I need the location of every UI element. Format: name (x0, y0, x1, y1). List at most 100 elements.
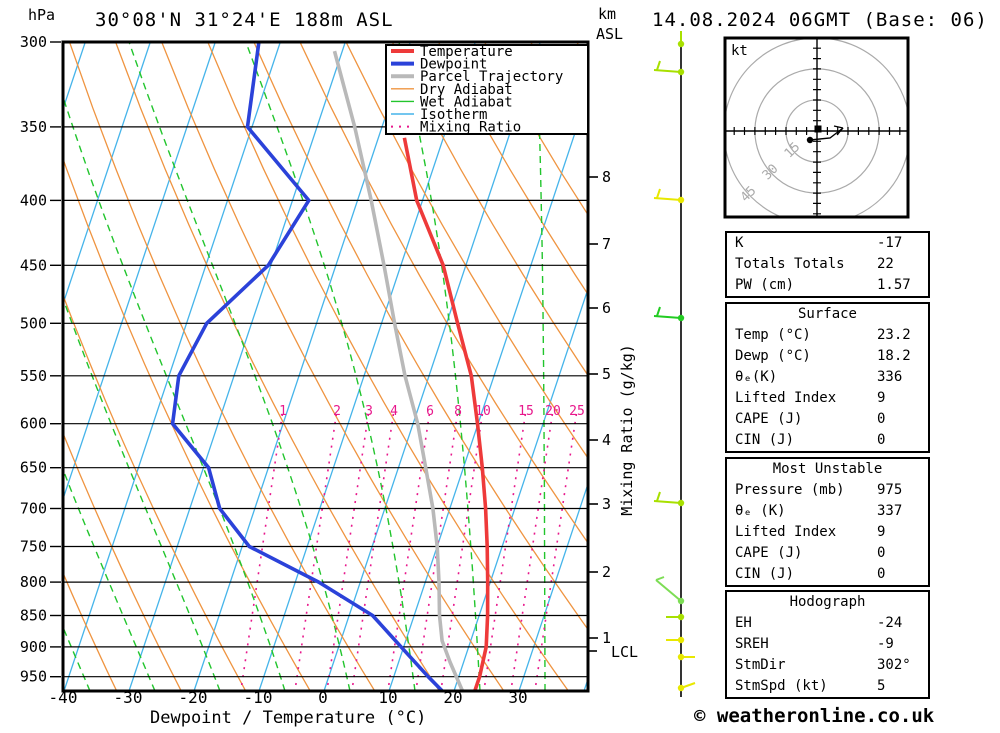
wet-adiabat-line (63, 95, 286, 691)
mixing-ratio-label: 20 (545, 404, 561, 419)
mixing-ratio-line (534, 413, 578, 691)
panel-row-label: StmDir (735, 657, 786, 673)
panel-row: CIN (J) 0 (727, 430, 928, 451)
mixing-ratio-label: 2 (333, 404, 341, 419)
dry-adiabat-line (299, 42, 588, 544)
pressure-tick-label: 700 (20, 500, 47, 518)
mixing-ratio-line (483, 413, 527, 691)
x-tick-label: 10 (378, 688, 397, 707)
isotherm-line (388, 91, 588, 691)
page-title: 30°08'N 31°24'E 188m ASL (95, 9, 394, 31)
panel-row: θₑ (K) 337 (727, 501, 928, 522)
panel-row-label: θₑ(K) (735, 369, 778, 385)
panel-row-label: EH (735, 615, 752, 631)
panel-row: Totals Totals 22 (727, 254, 928, 275)
panel-row-label: CAPE (J) (735, 545, 803, 561)
panel-row-value: 9 (877, 390, 886, 406)
mixing-ratio-label: 25 (569, 404, 585, 419)
panel-row-value: 0 (877, 566, 886, 582)
hodograph-axis-tick (764, 78, 870, 184)
mixing-ratio-label: 3 (365, 404, 373, 419)
panel-row-value: -24 (877, 615, 903, 631)
wet-adiabat-line (398, 42, 481, 691)
lcl-label: LCL (611, 643, 638, 661)
mixing-ratio-label: 10 (475, 404, 491, 419)
wind-barb (653, 491, 682, 504)
panel-row-value: 0 (877, 545, 886, 561)
panel-row: Temp (°C) 23.2 (727, 325, 928, 346)
panel-row-label: Lifted Index (735, 390, 837, 406)
hodograph-marker-dot (806, 136, 814, 144)
km-tick-label: 3 (602, 495, 611, 513)
hodograph-axis-tick (733, 47, 901, 215)
x-tick-label: 30 (508, 688, 527, 707)
legend-label-wet_adiabat: Wet Adiabat (420, 94, 513, 110)
wind-barb (655, 576, 682, 602)
hodograph-unit-label: kt (731, 43, 748, 59)
panel-row-label: StmSpd (kt) (735, 678, 828, 694)
isotherm-line (0, 42, 20, 691)
datetime-label: 14.08.2024 06GMT (Base: 06) (652, 9, 988, 31)
panel-title: Most Unstable (772, 461, 883, 477)
km-tick-label: 5 (602, 365, 611, 383)
isotherm-line (63, 42, 216, 502)
pressure-tick-label: 300 (20, 33, 47, 51)
dry-adiabat-line (391, 42, 588, 377)
pressure-tick-label: 850 (20, 606, 47, 624)
legend-label-dewpoint: Dewpoint (420, 57, 487, 73)
wind-barb (653, 188, 682, 201)
panel-row-value: -9 (877, 636, 894, 652)
panel-row: CAPE (J) 0 (727, 409, 928, 430)
legend-box (385, 44, 589, 135)
hodograph-axis-tick (754, 68, 880, 194)
hodograph-axis-tick (743, 58, 891, 204)
panel-row-value: 5 (877, 678, 886, 694)
panel-row: StmSpd (kt) 5 (727, 676, 928, 697)
mixing-ratio-label: 1 (279, 404, 287, 419)
panel-row-value: 336 (877, 369, 903, 385)
km-axis-unit-2: ASL (596, 25, 624, 43)
x-tick-label: -20 (179, 688, 208, 707)
stats-panel-hodograph: Hodograph EH -24 SREH -9 StmDir 302° StmSpd (kt… (725, 590, 930, 699)
panel-row-value: 0 (877, 432, 886, 448)
pressure-tick-label: 800 (20, 573, 47, 591)
x-axis-label: Dewpoint / Temperature (°C) (150, 708, 427, 728)
isotherm-line (453, 286, 588, 691)
km-tick-label: 2 (602, 563, 611, 581)
mixing-ratio-line (387, 413, 431, 691)
parcel-trajectory-curve (332, 50, 465, 691)
dry-adiabat-line (345, 42, 588, 460)
pressure-tick-label: 450 (20, 256, 47, 274)
isotherm-line (128, 42, 346, 691)
panel-row: CIN (J) 0 (727, 564, 928, 585)
dry-adiabat-line (114, 42, 441, 691)
copyright-label: © weatheronline.co.uk (694, 705, 935, 727)
isotherm-line (323, 42, 541, 691)
panel-row: EH -24 (727, 613, 928, 634)
mixing-ratio-label: 15 (518, 404, 534, 419)
mixing-ratio-label: 4 (390, 404, 398, 419)
wind-barb (653, 306, 682, 319)
dry-adiabat-line (63, 156, 311, 691)
panel-row-label: CIN (J) (735, 432, 795, 448)
panel-row-label: Dewp (°C) (735, 348, 811, 364)
panel-row: Dewp (°C) 18.2 (727, 346, 928, 367)
pressure-axis: 300 350 400 450 500 550 600 650 700 750 800 850 900 9… (20, 33, 61, 686)
panel-row: SREH -9 (727, 634, 928, 655)
wind-barb-column (653, 31, 696, 697)
wind-barb (680, 682, 696, 689)
panel-row-label: PW (cm) (735, 277, 795, 293)
hodograph-ring-label: 15 (782, 140, 804, 162)
x-tick-label: 20 (443, 688, 462, 707)
hodograph-marker-square (814, 125, 822, 133)
mixing-ratio-line (510, 413, 554, 691)
stats-panel-most-unstable: Most Unstable Pressure (mb) 975 θₑ (K) 337 Li… (725, 457, 930, 587)
panel-row-label: Totals Totals (735, 256, 845, 272)
pressure-tick-label: 550 (20, 367, 47, 385)
mixing-ratio-line (415, 413, 459, 691)
wet-adiabat-lines (63, 42, 546, 691)
